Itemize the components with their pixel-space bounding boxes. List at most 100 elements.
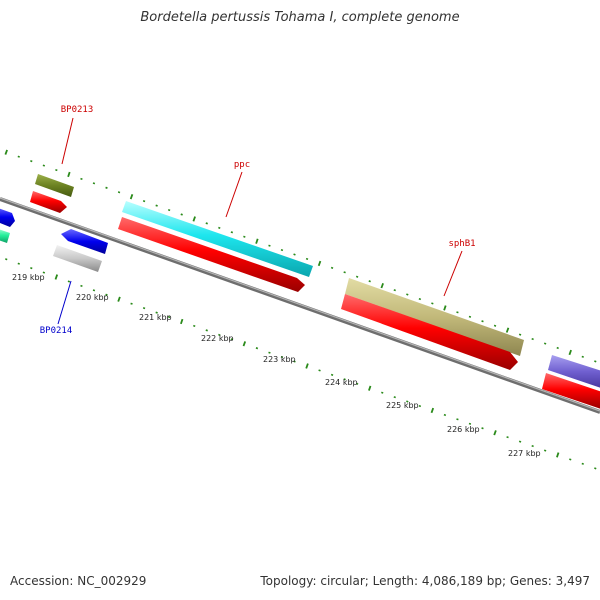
outer-tick-mark [280,248,284,252]
cds-partial-right [542,373,600,409]
outer-tick-mark [30,160,33,163]
outer-tick-mark [581,355,584,358]
outer-tick-mark [105,186,108,189]
inner-tick-mark [255,347,259,350]
inner-tick-mark [481,427,484,430]
inner-tick-mark [594,467,597,470]
inner-tick-mark [368,385,372,391]
outer-tick-mark [205,222,208,225]
scale-label-219: 219 kbp [12,273,45,282]
cds-bp0213 [30,191,67,213]
outer-tick-mark [418,297,422,301]
scale-label-227: 227 kbp [508,449,541,458]
outer-tick-mark [505,327,510,333]
outer-tick-mark [192,216,196,222]
inner-tick-mark [393,396,396,399]
inner-tick-mark [242,341,247,347]
inner-tick-mark [54,274,59,280]
connector-sphB1 [443,250,463,297]
scale-label-222: 222 kbp [201,334,234,343]
inner-tick-mark [205,329,208,332]
tick-track-outer [4,149,597,363]
cds-ppc [118,217,305,292]
outer-tick-mark [330,266,334,269]
inner-tick-mark [268,351,271,354]
outer-tick-mark [129,193,134,200]
cds-sphB1 [341,294,518,370]
outer-tick-mark [243,235,246,238]
outer-tick-mark [4,149,8,155]
outer-tick-mark [293,253,296,256]
gene-bp0214-feature [53,245,102,272]
outer-tick-mark [117,191,121,194]
accession-text: Accession: NC_002929 [10,574,147,588]
inner-tick-mark [493,430,497,436]
gene-partial-right-purple [548,355,600,388]
inner-tick-mark [569,458,572,461]
inner-tick-mark [343,378,346,381]
scale-label-223: 223 kbp [263,355,296,364]
inner-tick-mark [180,318,184,325]
inner-tick-mark [518,440,522,443]
outer-tick-mark [481,320,484,323]
connector-bp0213 [61,117,74,165]
outer-tick-mark [456,311,459,314]
outer-tick-mark [55,168,58,172]
scale-label-224: 224 kbp [325,378,358,387]
inner-tick-mark [293,360,296,363]
outer-tick-mark [67,171,71,178]
outer-tick-mark [380,282,384,289]
outer-tick-mark [305,257,309,261]
outer-tick-mark [431,302,434,305]
genome-backbone [0,197,600,414]
gene-ppc-feature [122,201,313,277]
connector-ppc [225,171,243,218]
outer-tick-mark [17,155,20,158]
inner-tick-mark [130,302,133,305]
genome-stats-text: Topology: circular; Length: 4,086,189 bp… [260,574,590,588]
inner-tick-mark [305,363,309,369]
inner-tick-mark [556,452,560,458]
scale-label-221: 221 kbp [139,313,172,322]
inner-tick-mark [280,355,284,359]
gene-bp0214-cds [61,229,108,254]
connector-bp0214 [57,280,72,325]
gene-label-ppc: ppc [234,160,250,170]
gene-label-connectors [57,117,463,325]
outer-tick-mark [368,280,371,283]
inner-tick-mark [418,404,422,408]
gene-partial-left-blue [0,208,15,227]
outer-tick-mark [42,164,46,167]
genome-backbone-highlight [0,197,600,412]
inner-tick-mark [468,422,472,425]
inner-tick-mark [406,400,409,403]
inner-tick-mark [355,382,359,385]
outer-tick-mark [406,293,409,296]
outer-tick-mark [543,342,547,345]
tick-track-inner [5,258,597,470]
outer-tick-mark [594,360,597,363]
inner-tick-mark [218,333,221,336]
inner-tick-mark [17,262,20,265]
inner-tick-mark [5,258,8,261]
inner-tick-mark [456,418,459,421]
gene-label-bp0213: BP0213 [61,105,94,115]
inner-tick-mark [42,271,46,274]
outer-tick-mark [468,315,472,318]
inner-tick-mark [117,296,121,302]
inner-tick-mark [543,449,547,452]
outer-tick-mark [556,346,559,350]
outer-tick-mark [518,333,522,336]
scale-label-225: 225 kbp [386,401,419,410]
outer-tick-mark [218,226,221,229]
inner-tick-mark [80,284,83,288]
scale-label-226: 226 kbp [447,425,480,434]
outer-tick-mark [230,231,234,234]
inner-tick-mark [581,462,584,465]
inner-tick-mark [318,369,321,372]
outer-tick-mark [180,213,183,216]
outer-tick-mark [167,208,171,212]
inner-tick-mark [105,293,108,296]
outer-tick-mark [92,182,96,185]
